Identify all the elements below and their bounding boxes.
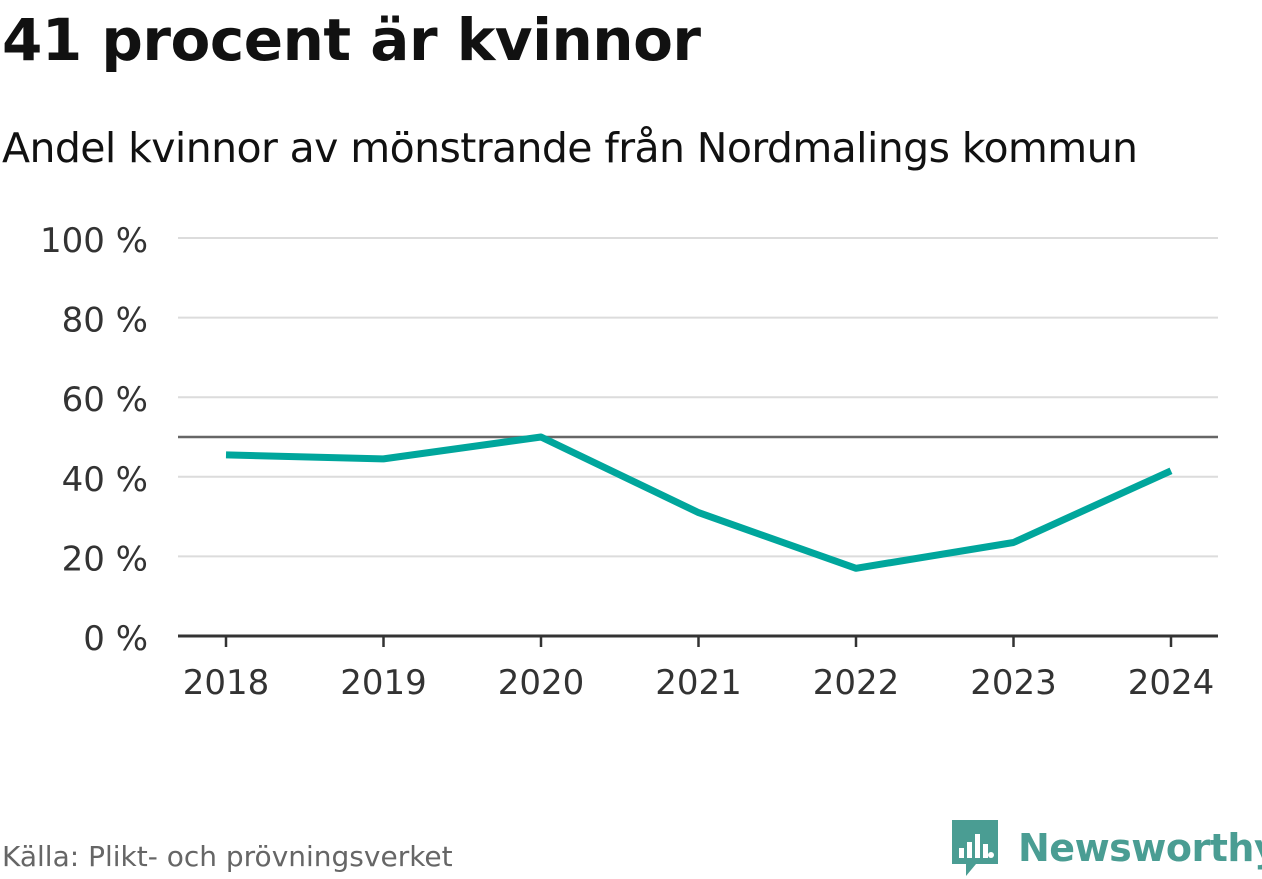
y-tick-label: 60 % [62,380,148,420]
y-tick-label: 20 % [62,539,148,579]
series-group [225,433,1173,572]
x-tick-label: 2020 [498,663,585,703]
x-tick-label: 2022 [813,663,900,703]
brand-name: Newsworthy [1018,826,1262,870]
line-chart: 0 % 20 % 40 % 60 % 80 % 100 % 2018 2019 2020 202… [40,221,1218,703]
newsworthy-logo-icon [952,820,998,876]
x-tick-label: 2023 [970,663,1057,703]
x-tick-label: 2024 [1128,663,1215,703]
x-tick-label: 2018 [183,663,270,703]
y-tick-label: 100 % [40,221,148,261]
chart-subtitle: Andel kvinnor av mönstrande från Nordmal… [2,124,1138,172]
y-axis-labels: 0 % 20 % 40 % 60 % 80 % 100 % [40,221,148,659]
chart-title: 41 procent är kvinnor [2,6,701,74]
x-tick-label: 2021 [655,663,742,703]
y-tick-label: 0 % [83,619,148,659]
y-tick-label: 40 % [62,460,148,500]
gridlines [178,237,1218,558]
brand-logo: Newsworthy [950,818,1262,878]
series-line [225,433,1173,572]
x-axis-labels: 2018 2019 2020 2021 2022 2023 2024 [183,663,1215,703]
y-tick-label: 80 % [62,301,148,341]
source-note: Källa: Plikt- och prövningsverket [2,840,453,873]
x-tick-label: 2019 [340,663,427,703]
x-axis [178,634,1218,647]
